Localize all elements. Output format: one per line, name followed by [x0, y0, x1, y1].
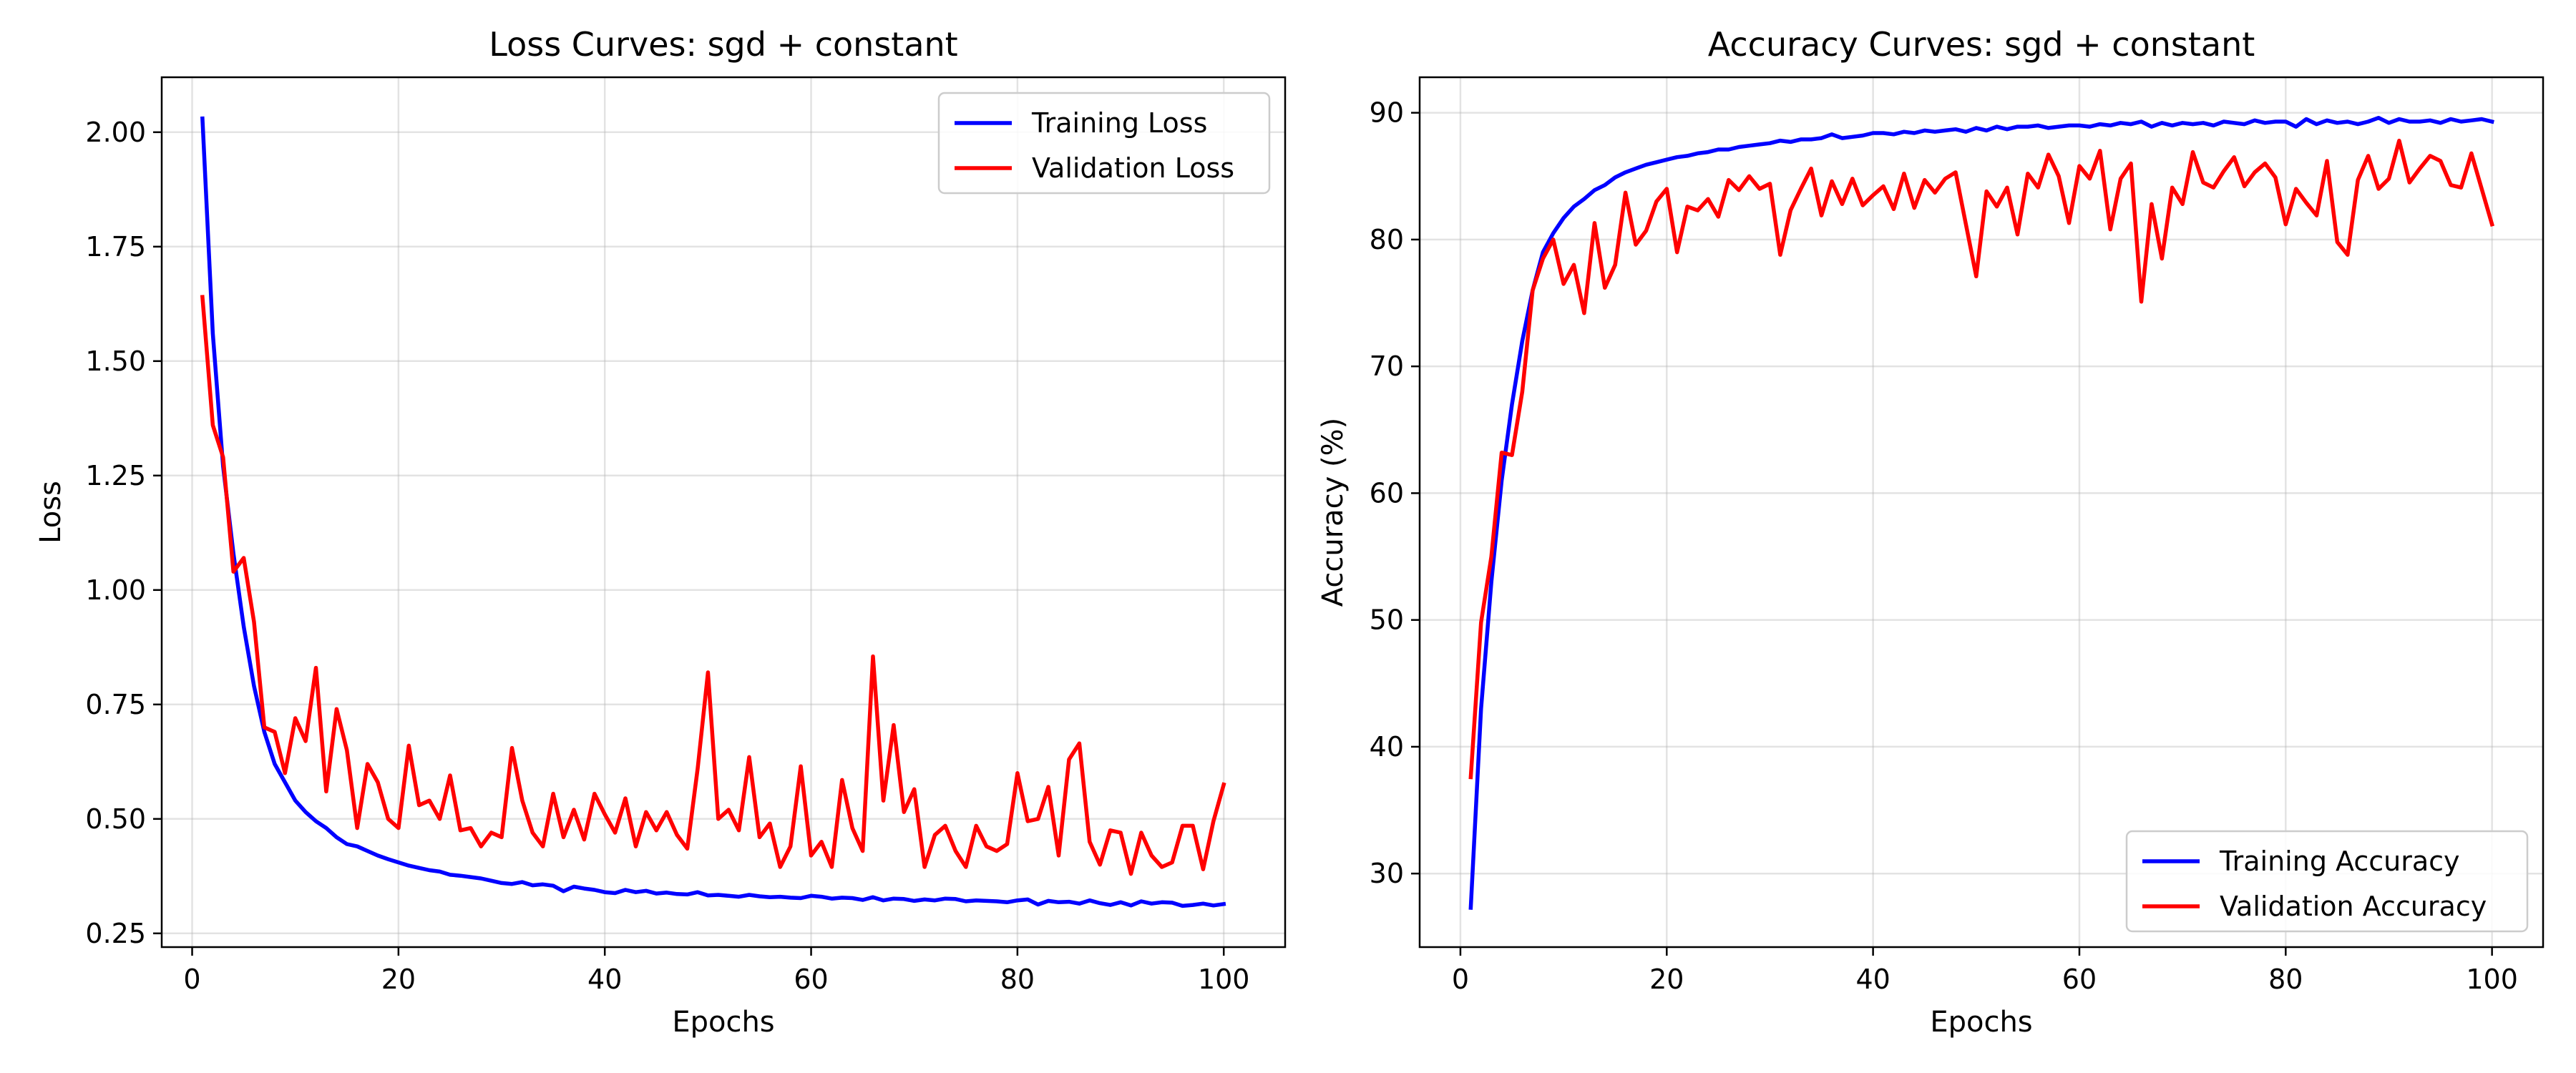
chart-1-x-tick-label: 80: [1000, 964, 1035, 995]
chart-2-y-tick-label: 60: [1370, 477, 1404, 509]
chart-1-y-tick-label: 1.50: [85, 346, 146, 377]
chart-1-y-tick-label: 1.00: [85, 574, 146, 606]
chart-1-legend-label: Validation Loss: [1032, 152, 1234, 184]
chart-2-y-axis-label: Accuracy (%): [1317, 418, 1350, 607]
chart-1-series-validation-loss-line: [200, 295, 1226, 876]
chart-1-x-tick-label: 20: [381, 964, 416, 995]
chart-2-x-tick-label: 80: [2268, 964, 2303, 995]
chart-2-y-tick-label: 90: [1370, 97, 1404, 129]
chart-2-series-validation-accuracy-line: [1468, 138, 2495, 780]
chart-1-legend-label: Training Loss: [1031, 107, 1207, 139]
chart-2-legend-label: Validation Accuracy: [2220, 891, 2487, 922]
chart-1-y-axis-label: Loss: [34, 481, 67, 544]
chart-1-y-tick-label: 0.75: [85, 689, 146, 720]
chart-1-x-tick-label: 40: [587, 964, 622, 995]
chart-2-x-tick-label: 20: [1649, 964, 1684, 995]
chart-1-y-tick-label: 1.25: [85, 460, 146, 491]
chart-2-panel: 0 20 40 60 80 100 30 40 50 60 70 80 90 Accuracy Curve…: [1317, 25, 2545, 1039]
chart-1-series-training-loss-line: [200, 116, 1226, 908]
chart-1-y-tick-label: 1.75: [85, 231, 146, 263]
chart-1-y-tick-label: 0.50: [85, 803, 146, 835]
chart-1-y-tick-label: 2.00: [85, 117, 146, 148]
chart-1-panel: 0 20 40 60 80 100 0.25 0.50 0.75 1.00 1.25 1.50 1.75…: [34, 25, 1287, 1039]
chart-1-plot-frame: [160, 76, 1287, 949]
chart-1-x-tick-label: 100: [1198, 964, 1250, 995]
chart-1-y-tick-label: 0.25: [85, 918, 146, 949]
chart-2-y-tick-label: 40: [1370, 731, 1404, 763]
chart-2-y-tick-label: 50: [1370, 604, 1404, 636]
chart-2-x-tick-label: 40: [1855, 964, 1890, 995]
chart-1-legend-box: [937, 92, 1271, 195]
chart-2-legend: Training Accuracy Validation Accuracy: [2125, 830, 2529, 933]
chart-2-y-tick-label: 30: [1370, 858, 1404, 889]
chart-1-legend: Training Loss Validation Loss: [937, 92, 1271, 195]
chart-2-title: Accuracy Curves: sgd + constant: [1708, 25, 2255, 64]
chart-1-x-tick-label: 0: [183, 964, 200, 995]
chart-2-legend-box: [2125, 830, 2529, 933]
chart-2-x-tick-label: 100: [2466, 964, 2518, 995]
chart-2-y-tick-label: 70: [1370, 351, 1404, 382]
chart-2-series-training-accuracy-line: [1468, 115, 2494, 910]
chart-1-title: Loss Curves: sgd + constant: [489, 25, 957, 64]
chart-2-x-axis-label: Epochs: [1930, 1006, 2032, 1039]
chart-1-x-tick-label: 60: [794, 964, 828, 995]
chart-2-x-tick-label: 60: [2062, 964, 2097, 995]
chart-2-legend-label: Training Accuracy: [2219, 846, 2460, 877]
chart-2-x-tick-label: 0: [1452, 964, 1469, 995]
chart-2-y-tick-label: 80: [1370, 224, 1404, 255]
chart-1-x-axis-label: Epochs: [672, 1006, 774, 1039]
chart-2-plot-frame: [1418, 76, 2545, 949]
